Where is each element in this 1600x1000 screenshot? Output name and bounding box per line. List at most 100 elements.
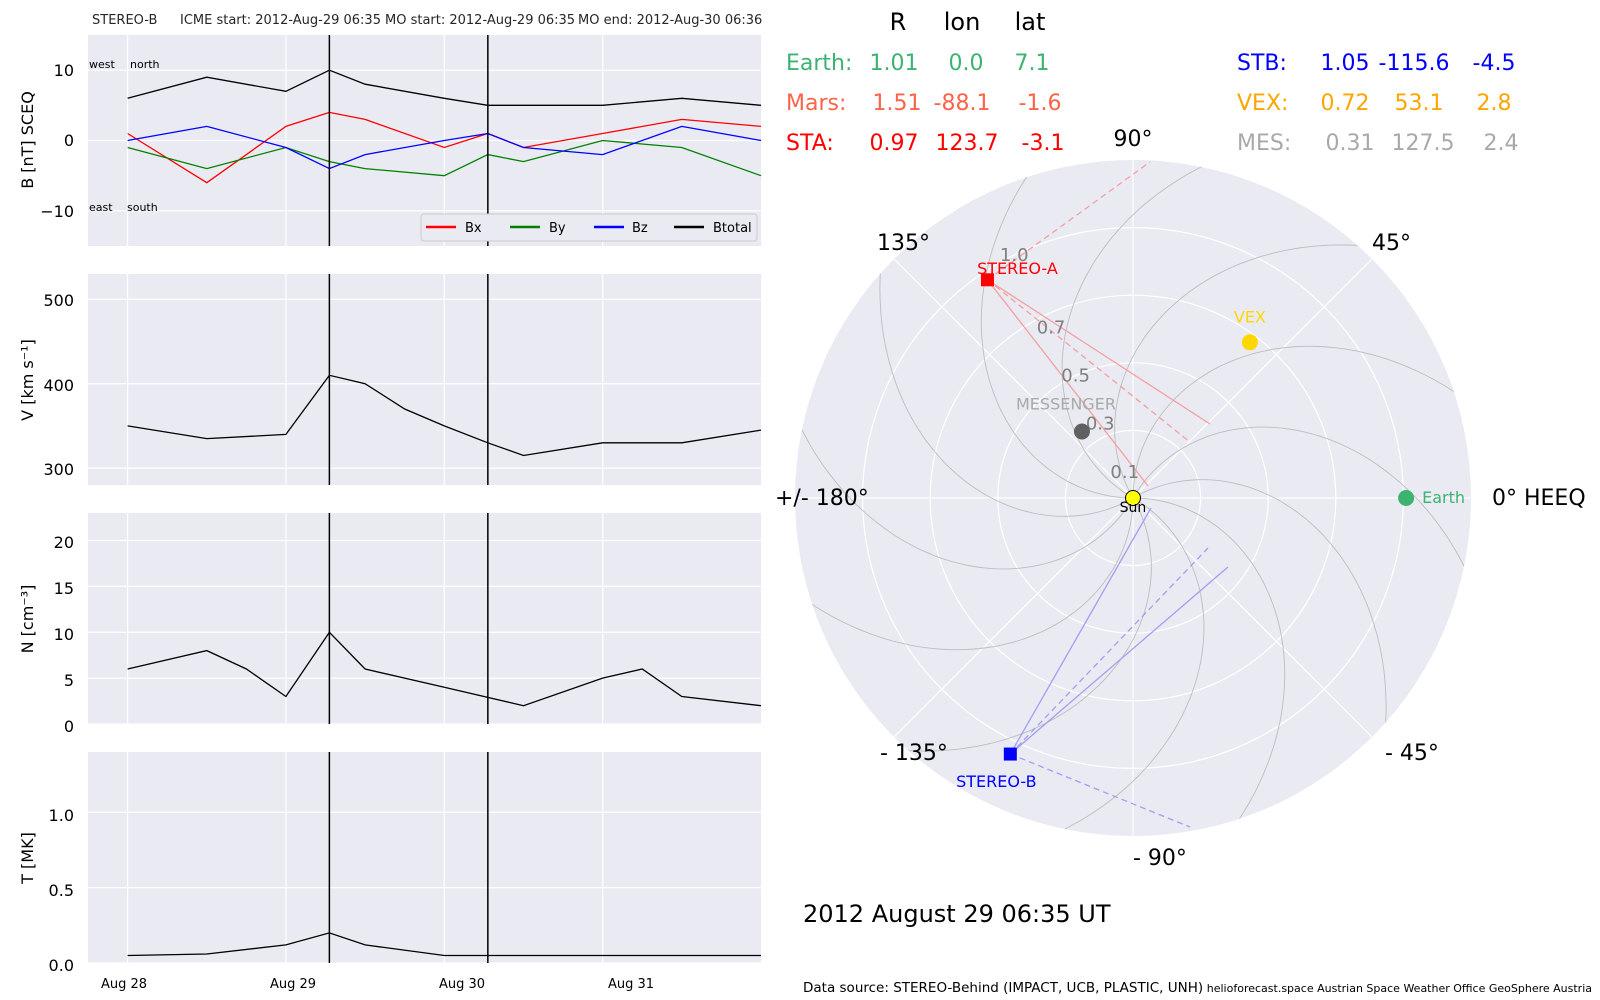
table-header-lat: lat: [1015, 8, 1046, 36]
t-panel: [88, 752, 761, 964]
t-ytick-0: 0.0: [49, 956, 74, 975]
vex-label: VEX: [1234, 307, 1266, 326]
radial-label: 1.0: [1000, 245, 1029, 266]
n-ytick-5: 5: [64, 671, 74, 690]
xtick-aug28: Aug 28: [101, 977, 147, 992]
b-series-btotal: [127, 69, 762, 106]
xtick-aug31: Aug 31: [608, 977, 654, 992]
table-mars-lat: -1.6: [1019, 91, 1062, 116]
table-vex-lat: 2.8: [1477, 91, 1512, 116]
b-panel: west north east south Bx By Bz Btotal: [88, 35, 762, 246]
t-panel-background: [88, 752, 761, 963]
v-ytick-400: 400: [43, 376, 74, 395]
sta-ray: [987, 161, 1151, 281]
parker-spiral: [1134, 426, 1471, 643]
polar-spoke: [1132, 497, 1373, 738]
v-ylabel: V [km s⁻¹]: [18, 339, 37, 421]
n-ylabel: N [cm⁻³]: [18, 585, 37, 654]
parker-spiral: [879, 193, 1131, 517]
table-stb-lat: -4.5: [1473, 51, 1516, 76]
polar-spoke: [1132, 258, 1373, 499]
angle-label-m90: - 90°: [1133, 846, 1187, 871]
table-mes-r: 0.31: [1326, 131, 1375, 156]
parker-spiral: [1061, 160, 1278, 497]
table-sta-name: STA:: [786, 131, 834, 156]
parker-spiral: [980, 160, 1131, 499]
annotation-south: south: [127, 201, 158, 214]
stereoa-label: STEREO-A: [977, 259, 1058, 278]
table-header-lon: lon: [944, 8, 981, 36]
polar-spoke: [893, 497, 1134, 738]
parker-spiral: [795, 500, 1134, 651]
b-series-by: [127, 139, 762, 177]
xtick-aug30: Aug 30: [439, 977, 485, 992]
n-ytick-20: 20: [54, 533, 74, 552]
vex-marker: [1241, 334, 1258, 351]
radial-label: 0.3: [1086, 414, 1115, 435]
annotation-north: north: [130, 58, 160, 71]
angle-label-135: 135°: [877, 231, 930, 256]
b-legend: Bx By Bz Btotal: [420, 213, 758, 242]
parker-spiral: [828, 500, 1152, 752]
messenger-marker: [1073, 423, 1090, 440]
table-mes-lat: 2.4: [1484, 131, 1519, 156]
parker-spiral: [795, 353, 1132, 570]
v-panel: [88, 274, 762, 485]
v-panel-background: [88, 274, 761, 485]
messenger-label: MESSENGER: [1016, 394, 1116, 413]
spacecraft-title: STEREO-B: [92, 13, 157, 28]
position-table: R lon lat Earth: 1.01 0.0 7.1 Mars: 1.51…: [786, 8, 1519, 156]
sun-label: Sun: [1120, 500, 1147, 516]
sta-ray: [987, 279, 1211, 425]
n-panel-background: [88, 513, 761, 724]
table-earth-lon: 0.0: [949, 51, 984, 76]
table-stb-lon: -115.6: [1379, 51, 1450, 76]
xtick-aug29: Aug 29: [270, 977, 316, 992]
angle-label-45: 45°: [1372, 231, 1411, 256]
n-ytick-10: 10: [54, 625, 74, 644]
stereob-marker: [1003, 747, 1017, 761]
t-series-data: [127, 932, 761, 957]
parker-spiral: [988, 499, 1205, 836]
table-earth-lat: 7.1: [1015, 51, 1050, 76]
angle-label-180: +/- 180°: [775, 486, 869, 511]
annotation-west: west: [89, 58, 115, 71]
angle-label-m45: - 45°: [1385, 741, 1439, 766]
angle-label-0: 0° HEEQ: [1492, 486, 1586, 511]
b-ylabel: B [nT] SCEQ: [18, 91, 37, 189]
parker-spiral: [1132, 345, 1471, 496]
table-vex-lon: 53.1: [1395, 91, 1444, 116]
b-series-bx: [127, 111, 762, 184]
table-mars-r: 1.51: [873, 91, 922, 116]
table-sta-lon: 123.7: [936, 131, 999, 156]
sta-ray: [987, 279, 1191, 443]
n-panel: [88, 513, 762, 725]
stb-ray: [1009, 566, 1229, 755]
n-series-data: [127, 631, 762, 707]
sta-ray: [986, 279, 1149, 487]
polar-spoke: [893, 258, 1134, 499]
mo-end-label: MO end: 2012-Aug-30 06:36: [578, 13, 762, 28]
angle-label-m135: - 135°: [880, 741, 948, 766]
footer-credits: helioforecast.space Austrian Space Weath…: [1207, 982, 1592, 995]
legend-bx-label: Bx: [465, 221, 482, 236]
stb-ray: [1009, 507, 1152, 755]
angle-label-90: 90°: [1114, 127, 1153, 152]
legend-btotal-label: Btotal: [713, 221, 752, 236]
legend-by-label: By: [549, 221, 566, 236]
table-mars-name: Mars:: [786, 91, 846, 116]
t-ytick-1: 1.0: [49, 806, 74, 825]
n-ytick-0: 0: [64, 717, 74, 736]
earth-marker: [1398, 490, 1415, 506]
polar-plot: 0.1 0.3 0.5 0.7 1.0 Sun Earth VEX MESSENGER STERE…: [795, 160, 1471, 836]
icme-start-label: ICME start: 2012-Aug-29 06:35: [180, 13, 381, 28]
b-ytick-0: 0: [64, 131, 74, 150]
date-label: 2012 August 29 06:35 UT: [803, 900, 1111, 928]
t-ytick-05: 0.5: [49, 881, 74, 900]
b-ytick-10: 10: [54, 61, 74, 80]
stb-ray: [1009, 547, 1209, 755]
t-ylabel: T [MK]: [18, 832, 37, 885]
table-vex-r: 0.72: [1321, 91, 1370, 116]
legend-bz-label: Bz: [632, 221, 648, 236]
